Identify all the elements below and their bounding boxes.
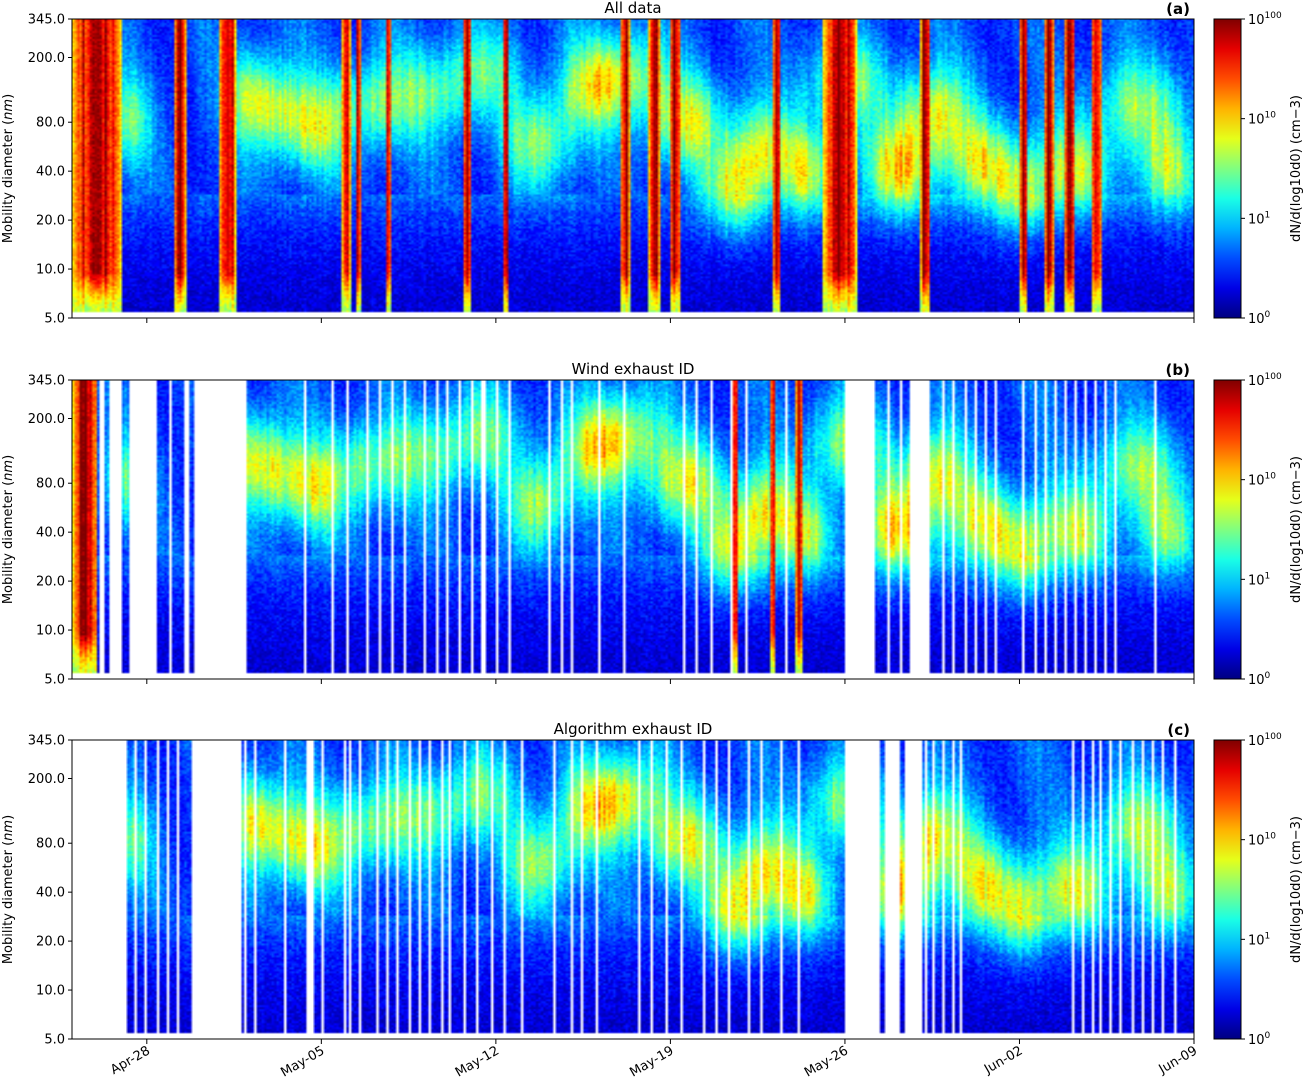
y-tick-label: 5.0 (44, 673, 65, 688)
colorbar-tick-label: 101 (1248, 210, 1270, 227)
plot-frame (71, 18, 1195, 319)
y-tick-label: 40.0 (36, 886, 65, 901)
y-tick-label: 345.0 (28, 734, 65, 749)
panel-1: All data (a) 5.0 10.0 20.0 40.0 80.0 200.0 345.0… (1, 0, 1304, 327)
colorbar-tick-label: 101 (1248, 931, 1270, 948)
panel-2: Wind exhaust ID (b) 5.0 10.0 20.0 40.0 80.0 200… (1, 360, 1304, 688)
x-tick-label: May-05 (278, 1043, 327, 1080)
y-tick-label: 200.0 (28, 51, 65, 66)
y-tick-label: 5.0 (44, 1033, 65, 1048)
colorbar-tick-label: 100 (1248, 671, 1271, 688)
colorbar: 100 101 1010 10100 dN/d(log10d0) (cm−3) (1213, 11, 1304, 327)
x-tick-label: May-12 (453, 1043, 502, 1080)
colorbar-tick-label: 1010 (1248, 111, 1276, 128)
heatmap-image-1 (72, 19, 1194, 318)
y-tick-label: 345.0 (28, 13, 65, 28)
y-tick-label: 40.0 (36, 165, 65, 180)
colorbar-tick-label: 1010 (1248, 472, 1276, 489)
y-tick-label: 20.0 (36, 214, 65, 229)
y-tick-label: 10.0 (36, 263, 65, 278)
x-tick-label: Jun-02 (981, 1043, 1025, 1077)
x-tick-label: May-26 (802, 1043, 851, 1080)
x-tick-label: Apr-28 (108, 1043, 153, 1077)
panel-label: (b) (1166, 361, 1190, 379)
panel-title: Algorithm exhaust ID (554, 720, 713, 738)
colorbar-scale (1213, 379, 1242, 680)
y-tick-label: 200.0 (28, 412, 65, 427)
heatmap-image-2 (72, 380, 1194, 679)
y-tick-label: 80.0 (36, 477, 65, 492)
plot-frame (71, 379, 1195, 680)
y-tick-label: 10.0 (36, 624, 65, 639)
x-tick-label: Jun-09 (1156, 1043, 1200, 1077)
colorbar-tick-label: 100 (1248, 1031, 1271, 1048)
y-tick-label: 40.0 (36, 526, 65, 541)
colorbar-tick-label: 10100 (1248, 732, 1282, 749)
colorbar: 100 101 1010 10100 dN/d(log10d0) (cm−3) (1213, 372, 1304, 688)
y-tick-label: 200.0 (28, 772, 65, 787)
y-tick-label: 80.0 (36, 116, 65, 131)
panel-title: All data (604, 0, 661, 17)
panel-title: Wind exhaust ID (572, 360, 695, 378)
y-tick-label: 20.0 (36, 575, 65, 590)
panel-label: (a) (1166, 0, 1190, 18)
y-axis-label: Mobility diameter (nm) (1, 455, 16, 604)
y-tick-label: 5.0 (44, 312, 65, 327)
panel-3: Algorithm exhaust ID (c) 5.0 10.0 20.0 40.0 80… (1, 720, 1304, 1080)
colorbar-tick-label: 10100 (1248, 11, 1282, 28)
colorbar-scale (1213, 739, 1242, 1040)
heatmap-image-3 (72, 740, 1194, 1039)
y-axis-label: Mobility diameter (nm) (1, 94, 16, 243)
colorbar-scale (1213, 18, 1242, 319)
colorbar-label: dN/d(log10d0) (cm−3) (1289, 816, 1304, 963)
y-tick-label: 10.0 (36, 984, 65, 999)
y-axis-label: Mobility diameter (nm) (1, 815, 16, 964)
y-tick-label: 80.0 (36, 837, 65, 852)
colorbar-tick-label: 1010 (1248, 832, 1276, 849)
colorbar: 100 101 1010 10100 dN/d(log10d0) (cm−3) (1213, 732, 1304, 1048)
colorbar-tick-label: 100 (1248, 310, 1271, 327)
y-tick-label: 345.0 (28, 374, 65, 389)
plot-frame (71, 739, 1195, 1040)
colorbar-label: dN/d(log10d0) (cm−3) (1289, 95, 1304, 242)
colorbar-label: dN/d(log10d0) (cm−3) (1289, 456, 1304, 603)
x-tick-label: May-19 (627, 1043, 676, 1080)
y-tick-label: 20.0 (36, 935, 65, 950)
panel-label: (c) (1167, 721, 1190, 739)
colorbar-tick-label: 101 (1248, 571, 1270, 588)
colorbar-tick-label: 10100 (1248, 372, 1282, 389)
